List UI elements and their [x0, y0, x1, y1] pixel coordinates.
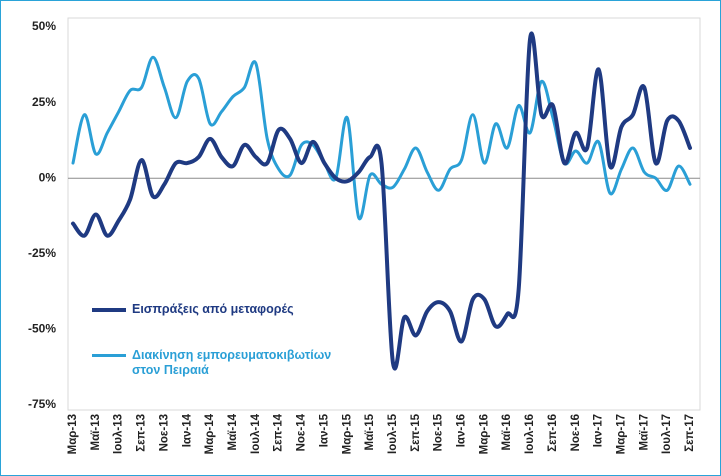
x-tick-label: Μαρ-17	[615, 414, 627, 454]
x-tick-label: Σεπ-17	[684, 414, 696, 452]
x-tick-label: Ιαν-17	[593, 414, 605, 447]
x-tick-label: Σεπ-13	[136, 414, 148, 452]
y-tick-label: 0%	[39, 170, 57, 184]
y-tick-label: 50%	[32, 19, 56, 33]
x-tick-label: Σεπ-14	[273, 413, 285, 451]
y-tick-label: -50%	[28, 322, 56, 336]
x-tick-label: Ιαν-16	[456, 414, 468, 447]
x-tick-label: Ιουλ-15	[387, 413, 399, 454]
x-tick-label: Ιαν-14	[181, 413, 193, 447]
legend-label: Εισπράξεις από μεταφορές	[132, 302, 294, 316]
x-tick-label: Μαρ-14	[204, 413, 216, 454]
x-tick-label: Μαϊ-17	[638, 414, 650, 450]
x-tick-label: Ιουλ-14	[250, 413, 262, 454]
x-tick-label: Σεπ-16	[547, 414, 559, 452]
x-tick-label: Μαρ-15	[341, 413, 353, 454]
x-tick-label: Ιουλ-16	[524, 414, 536, 454]
y-tick-label: -75%	[28, 397, 56, 411]
legend-swatch	[92, 308, 126, 312]
x-tick-label: Ιαν-15	[318, 413, 330, 447]
y-tick-label: 25%	[32, 95, 56, 109]
plot-area	[67, 17, 701, 411]
legend-label: Διακίνηση εμπορευματοκιβωτίων στον Πειρα…	[132, 348, 332, 377]
y-tick-label: -25%	[28, 246, 56, 260]
x-tick-label: Νοε-14	[296, 413, 308, 451]
x-tick-label: Μαρ-16	[478, 414, 490, 454]
x-tick-label: Σεπ-15	[410, 413, 422, 451]
series-line	[71, 31, 692, 371]
x-tick-label: Ιουλ-13	[113, 414, 125, 454]
x-tick-label: Νοε-13	[158, 414, 170, 451]
x-tick-label: Νοε-16	[570, 414, 582, 451]
x-tick-label: Ιουλ-17	[661, 414, 673, 454]
legend-swatch	[92, 354, 126, 357]
series-line	[71, 55, 692, 221]
x-tick-label: Μαϊ-13	[90, 414, 102, 450]
x-tick-label: Νοε-15	[433, 413, 445, 451]
x-tick-label: Μαρ-13	[67, 414, 79, 454]
x-tick-label: Μαϊ-15	[364, 413, 376, 450]
x-tick-label: Μαϊ-16	[501, 414, 513, 450]
x-tick-label: Μαϊ-14	[227, 413, 239, 450]
